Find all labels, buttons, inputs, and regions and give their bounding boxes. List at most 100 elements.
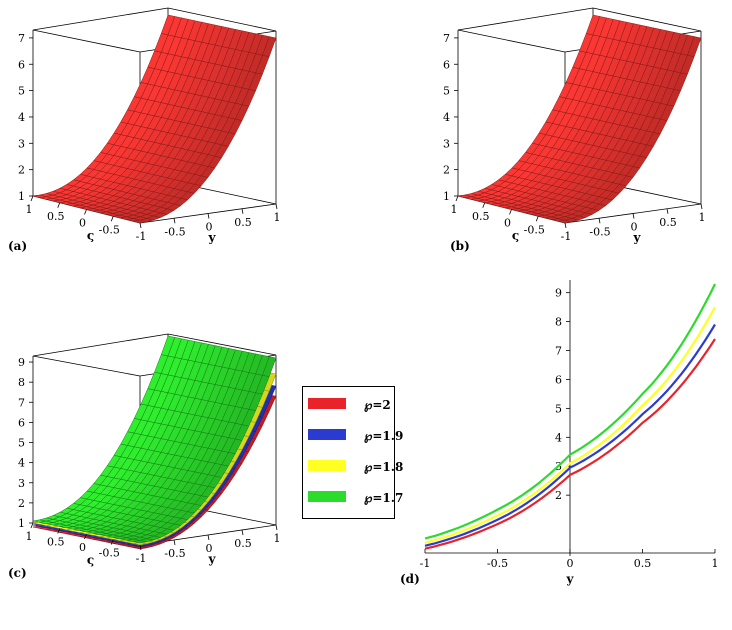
y-tick-label: -0.5	[164, 225, 185, 238]
box-edge	[167, 7, 277, 32]
x-tick-label: 0	[567, 557, 574, 570]
z-tick-label: 3	[443, 137, 450, 150]
series-line-℘=1.9	[424, 323, 716, 547]
series-line-℘=1.8	[424, 306, 716, 544]
varsigma-tick	[110, 539, 114, 545]
y-tick	[700, 203, 703, 210]
legend: ℘=2 ℘=1.9 ℘=1.8 ℘=1.7	[302, 386, 403, 519]
surface-patch	[262, 356, 277, 377]
z-tick-label: 8	[18, 376, 25, 389]
series-line-℘=2	[424, 338, 716, 550]
y-tick-label: 6	[555, 373, 562, 386]
y-tick-label: 1	[274, 211, 281, 224]
varsigma-tick-label: -0.5	[524, 223, 545, 236]
varsigma-tick-label: 0.5	[47, 536, 65, 549]
box-edge	[32, 333, 169, 357]
series-line-℘=1.7	[424, 283, 716, 540]
z-tick-label: 4	[18, 111, 25, 124]
y-tick	[207, 213, 210, 219]
z-tick-label: 9	[18, 356, 25, 369]
y-tick-label: 8	[555, 316, 562, 329]
box-edge	[32, 7, 169, 31]
varsigma-tick	[30, 195, 34, 202]
legend-swatch	[308, 460, 346, 471]
y-axis-label: y	[208, 231, 217, 245]
z-tick-label: 1	[18, 190, 25, 203]
y-tick-label: -1	[136, 552, 147, 565]
z-tick-label: 5	[18, 437, 25, 450]
y-tick-label: 0.5	[234, 216, 252, 229]
varsigma-tick-label: 0	[504, 217, 511, 230]
varsigma-tick	[535, 216, 539, 222]
z-tick-label: 3	[18, 477, 25, 490]
varsigma-tick-label: 0.5	[472, 210, 490, 223]
varsigma-axis-label: ς	[87, 229, 94, 243]
varsigma-tick-label: -0.5	[99, 547, 120, 560]
y-tick-label: 7	[555, 345, 562, 358]
x-tick-label: 1	[712, 557, 719, 570]
caption-b: (b)	[450, 239, 470, 253]
varsigma-tick-label: 1	[26, 530, 33, 543]
legend-swatch	[308, 398, 346, 409]
varsigma-tick	[57, 528, 61, 534]
caption-a: (a)	[8, 239, 27, 253]
surface-patch	[687, 36, 702, 57]
box-edge	[32, 355, 141, 377]
varsigma-tick	[84, 533, 87, 540]
y-tick-label: 1	[699, 211, 706, 224]
box-edge	[32, 29, 141, 53]
z-tick-label: 2	[18, 164, 25, 177]
box-edge	[457, 7, 594, 31]
y-tick-label: 0	[206, 542, 213, 555]
y-tick	[666, 208, 669, 214]
y-tick-label: 1	[274, 532, 281, 545]
z-tick-label: 7	[18, 32, 25, 45]
z-tick-label: 2	[18, 497, 25, 510]
varsigma-tick	[84, 209, 87, 215]
varsigma-tick	[455, 195, 459, 202]
legend-label: ℘=1.9	[364, 429, 403, 443]
y-tick	[598, 218, 601, 224]
z-tick-label: 5	[18, 85, 25, 98]
surface-plot-a: 1 2 3 4 5 6 7 1 0.5 0 -0.5 -1 -0.5 0 0.5 1 ς y (a)	[8, 7, 281, 253]
z-tick-label: 4	[18, 457, 25, 470]
y-tick	[564, 222, 567, 229]
z-tick-label: 3	[18, 137, 25, 150]
y-tick	[173, 218, 176, 224]
z-tick-label: 4	[443, 111, 450, 124]
x-tick-label: -1	[420, 557, 431, 570]
surface-plot-c: 1 2 3 4 5 6 7 8 9 1 0.5 0 -0.5 -1 -0.5 0 0.5 1 ς y (c)	[8, 333, 281, 580]
y-axis-label: y	[208, 552, 217, 566]
caption-c: (c)	[8, 566, 27, 580]
varsigma-tick	[482, 202, 486, 208]
y-tick	[173, 539, 176, 546]
z-tick-label: 7	[18, 396, 25, 409]
varsigma-tick-label: 1	[26, 203, 33, 216]
x-axis-label: y	[566, 572, 575, 586]
varsigma-axis-label: ς	[87, 553, 94, 567]
y-tick-label: 0.5	[659, 216, 677, 229]
box-edge	[592, 7, 702, 32]
legend-label: ℘=2	[364, 398, 391, 412]
y-tick-label: 2	[555, 489, 562, 502]
z-tick-label: 6	[18, 416, 25, 429]
surface-patch	[262, 36, 277, 57]
legend-label: ℘=1.8	[364, 460, 403, 474]
varsigma-tick	[57, 202, 61, 208]
y-tick-label: 9	[555, 287, 562, 300]
y-tick-label: 5	[555, 402, 562, 415]
y-tick	[139, 544, 142, 551]
y-tick-label: 0	[631, 221, 638, 234]
y-tick	[207, 534, 210, 541]
box-edge	[167, 333, 277, 356]
y-tick-label: -0.5	[589, 225, 610, 238]
z-tick-label: 1	[443, 190, 450, 203]
y-axis-label: y	[633, 231, 642, 245]
legend-swatch	[308, 429, 346, 440]
y-tick-label: 4	[555, 431, 562, 444]
y-tick-label: -1	[136, 230, 147, 243]
y-tick	[139, 222, 142, 229]
box-edge	[457, 29, 566, 53]
varsigma-tick-label: 0	[79, 541, 86, 554]
